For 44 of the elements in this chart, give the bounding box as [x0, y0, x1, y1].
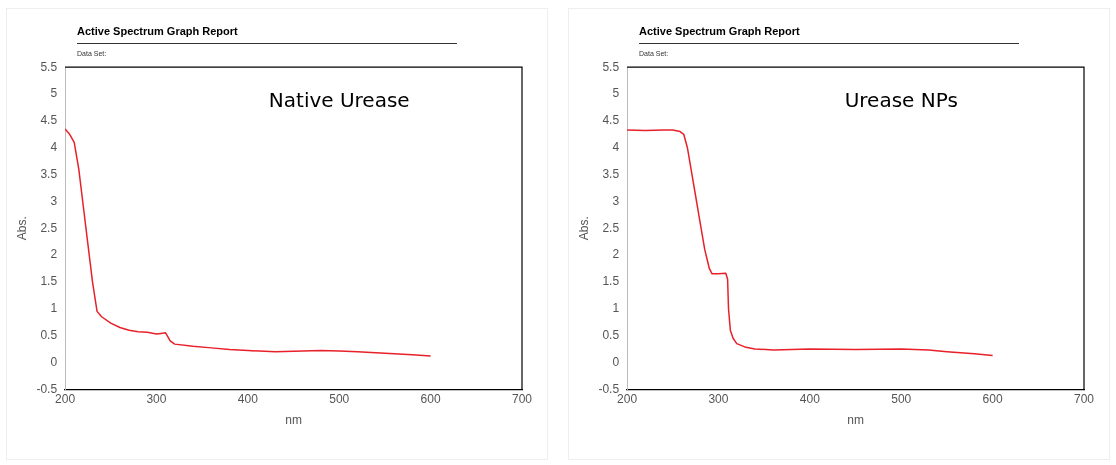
x-tick-label: 700: [511, 391, 533, 406]
y-tick-label: 2.5: [602, 220, 620, 235]
y-tick-label: 2: [50, 247, 58, 262]
y-tick-label: 5.5: [602, 59, 620, 74]
y-tick-label: 1.5: [602, 274, 620, 289]
x-tick-label: 600: [420, 391, 441, 406]
y-tick-label: 0: [50, 354, 58, 369]
x-tick-label: 500: [329, 391, 350, 406]
y-tick-label: 3.5: [40, 166, 58, 181]
y-tick-label: 4.5: [40, 113, 58, 128]
x-tick-label: 300: [708, 391, 729, 406]
y-tick-label: -0.5: [598, 381, 620, 396]
x-tick-label: 400: [237, 391, 259, 406]
chart-title: Active Spectrum Graph Report: [639, 25, 1019, 44]
y-tick-label: 5.5: [40, 59, 58, 74]
x-axis-title: nm: [847, 413, 864, 428]
y-tick-label: 5: [612, 86, 620, 101]
x-tick-label: 600: [982, 391, 1003, 406]
y-tick-label: -0.5: [36, 381, 58, 396]
y-tick-label: 0: [612, 354, 620, 369]
y-axis-title: Abs.: [576, 216, 591, 241]
y-tick-label: 4: [50, 140, 58, 155]
y-tick-label: 3.5: [602, 166, 620, 181]
y-tick-label: 5: [50, 86, 58, 101]
x-tick-label: 700: [1073, 391, 1095, 406]
x-axis-title: nm: [285, 413, 302, 428]
y-tick-label: 2: [612, 247, 620, 262]
chart-title: Active Spectrum Graph Report: [77, 25, 457, 44]
y-tick-label: 3: [50, 193, 58, 208]
y-tick-label: 3: [612, 193, 620, 208]
annotation: Native Urease: [268, 88, 410, 113]
y-axis-title: Abs.: [14, 216, 29, 241]
y-tick-label: 1: [612, 301, 620, 316]
x-tick-label: 500: [891, 391, 912, 406]
y-tick-label: 1.5: [40, 274, 58, 289]
annotation: Urease NPs: [844, 88, 958, 113]
y-tick-label: 1: [50, 301, 58, 316]
y-tick-label: 0.5: [40, 327, 58, 342]
x-tick-label: 300: [146, 391, 167, 406]
y-tick-label: 0.5: [602, 327, 620, 342]
y-tick-label: 2.5: [40, 220, 58, 235]
y-tick-label: 4: [612, 140, 620, 155]
y-tick-label: 4.5: [602, 113, 620, 128]
x-tick-label: 400: [799, 391, 821, 406]
